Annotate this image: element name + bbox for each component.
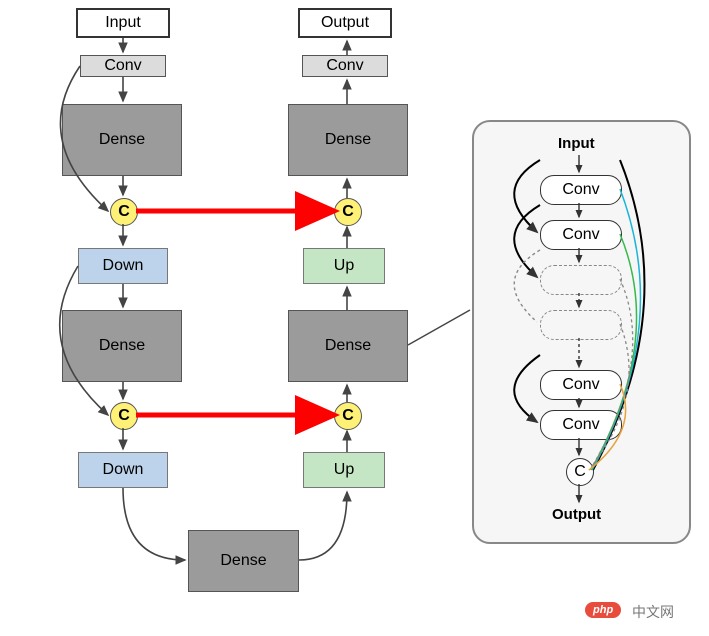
conv2-node: Conv — [302, 55, 388, 77]
detail-concat-label: C — [574, 463, 586, 481]
dense3-node: Dense — [288, 310, 408, 382]
down1-label: Down — [103, 257, 144, 275]
concat4-label: C — [342, 203, 354, 221]
concat4-node: C — [334, 198, 362, 226]
detail-conv-b-label: Conv — [562, 226, 599, 244]
concat2-node: C — [110, 402, 138, 430]
output-node: Output — [298, 8, 392, 38]
detail-dash-a — [540, 265, 622, 295]
up2-label: Up — [334, 461, 354, 479]
dense1-node: Dense — [62, 104, 182, 176]
detail-conv-c-label: Conv — [562, 376, 599, 394]
dense2-label: Dense — [99, 337, 145, 355]
dense4-node: Dense — [288, 104, 408, 176]
detail-input-label: Input — [558, 135, 595, 152]
input-node: Input — [76, 8, 170, 38]
detail-conv-c: Conv — [540, 370, 622, 400]
conv2-label: Conv — [326, 57, 363, 75]
concat3-node: C — [334, 402, 362, 430]
up1-label: Up — [334, 257, 354, 275]
dense-bottom-label: Dense — [220, 552, 266, 570]
up1-node: Up — [303, 248, 385, 284]
concat1-node: C — [110, 198, 138, 226]
dense-bottom-node: Dense — [188, 530, 299, 592]
detail-conv-d: Conv — [540, 410, 622, 440]
down2-node: Down — [78, 452, 168, 488]
dense4-label: Dense — [325, 131, 371, 149]
conv1-node: Conv — [80, 55, 166, 77]
detail-dash-b — [540, 310, 622, 340]
detail-concat: C — [566, 458, 594, 486]
up2-node: Up — [303, 452, 385, 488]
detail-conv-b: Conv — [540, 220, 622, 250]
dense3-label: Dense — [325, 337, 371, 355]
dense2-node: Dense — [62, 310, 182, 382]
concat1-label: C — [118, 203, 130, 221]
php-badge: php — [585, 602, 621, 618]
input-label: Input — [105, 14, 141, 32]
concat3-label: C — [342, 407, 354, 425]
detail-conv-a-label: Conv — [562, 181, 599, 199]
dense1-label: Dense — [99, 131, 145, 149]
detail-conv-d-label: Conv — [562, 416, 599, 434]
output-label: Output — [321, 14, 369, 32]
down1-node: Down — [78, 248, 168, 284]
concat2-label: C — [118, 407, 130, 425]
conv1-label: Conv — [104, 57, 141, 75]
down2-label: Down — [103, 461, 144, 479]
watermark-text: 中文网 — [632, 602, 674, 622]
detail-conv-a: Conv — [540, 175, 622, 205]
detail-output-label: Output — [552, 506, 601, 523]
